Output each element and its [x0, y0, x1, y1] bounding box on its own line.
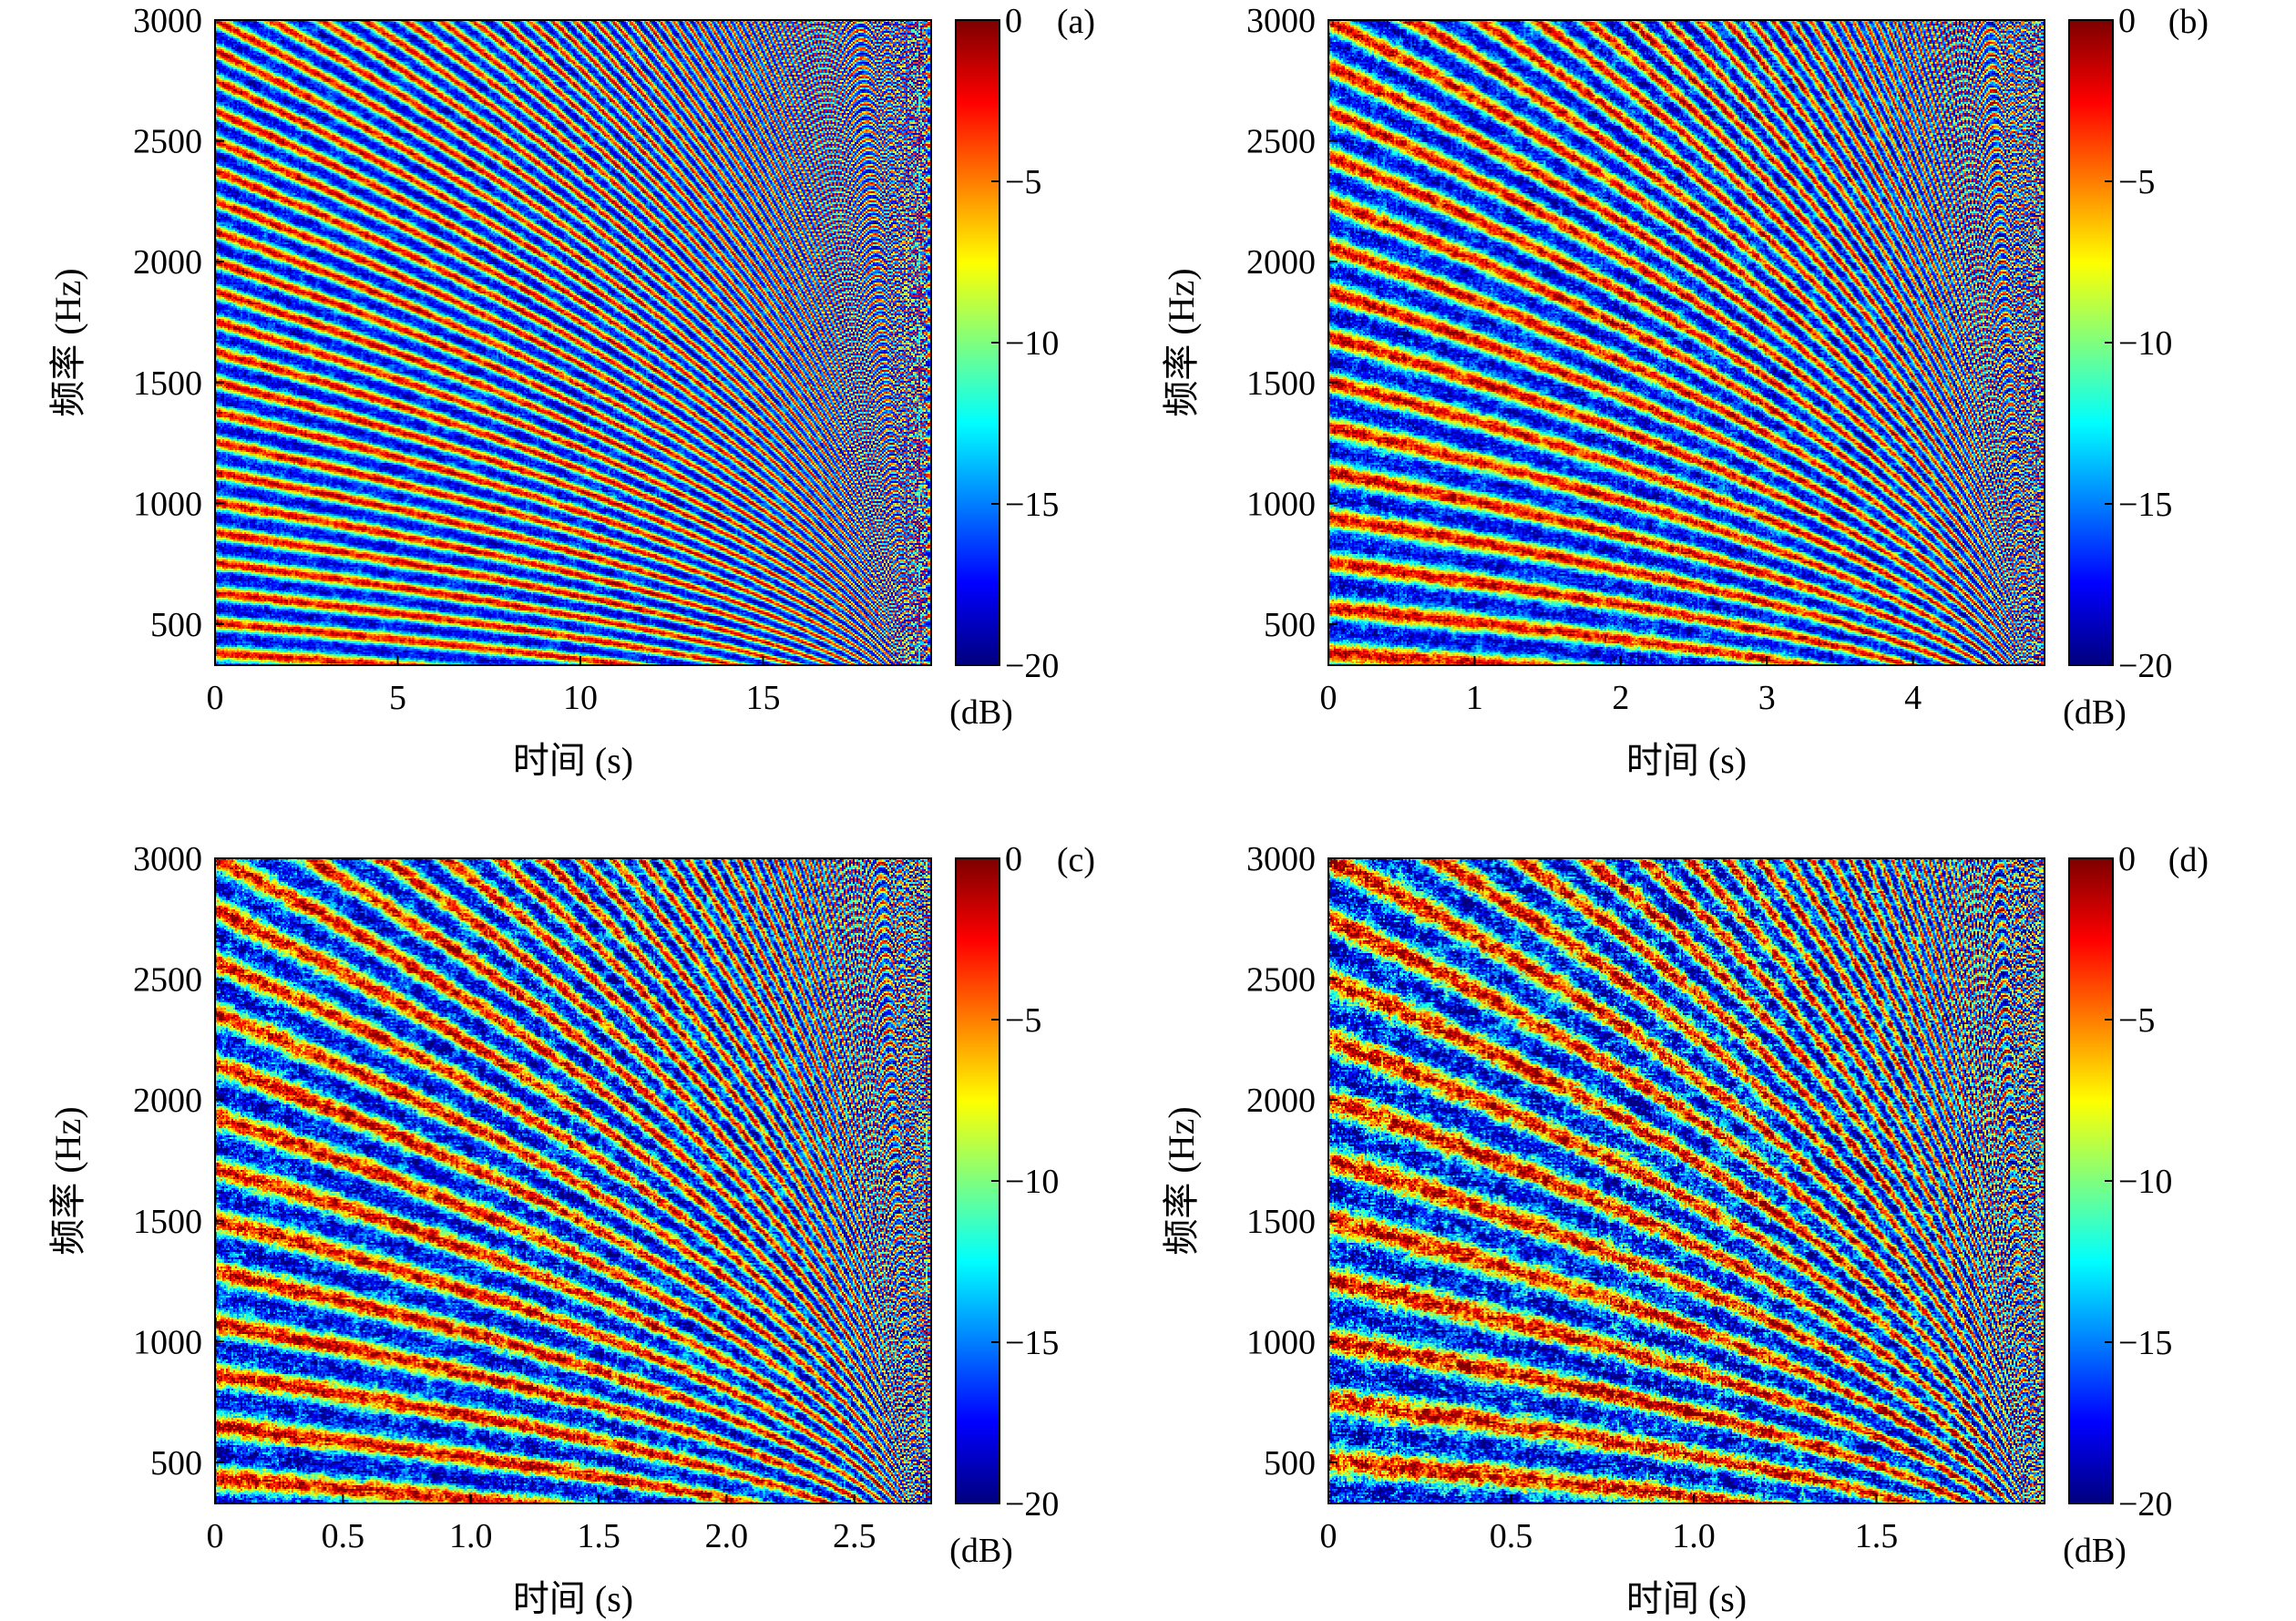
colorbar-tick-label: −20 — [2118, 1485, 2172, 1524]
spectrogram-panel: 0 0.5 1.0 1.5 500 1000 1500 2000 2500 3000 时间 (s) 频… — [1161, 840, 2209, 1619]
y-tick-label: 500 — [1264, 606, 1316, 644]
x-axis-label: 时间 (s) — [513, 740, 633, 781]
colorbar-tick-label: −5 — [1005, 163, 1041, 201]
y-tick-label: 1000 — [133, 1323, 202, 1361]
x-tick-label: 1.0 — [449, 1517, 493, 1555]
x-tick-label: 2.0 — [705, 1517, 749, 1555]
spectrogram-panel: 0 0.5 1.0 1.5 2.0 2.5 500 1000 1500 2000 2500 3000 时… — [47, 840, 1095, 1619]
colorbar-tick-label: −15 — [2118, 1324, 2172, 1362]
colorbar-unit-label: (dB) — [2063, 693, 2127, 732]
y-tick-label: 2000 — [133, 1082, 202, 1120]
panel-label: (a) — [1057, 3, 1095, 41]
x-tick-label: 0 — [207, 679, 224, 717]
colorbar-tick-label: −10 — [2118, 324, 2172, 363]
plot-frame — [1327, 19, 2045, 666]
y-tick-label: 2500 — [133, 961, 202, 1000]
y-tick-label: 1500 — [133, 364, 202, 403]
x-tick-label: 1.5 — [1855, 1517, 1899, 1555]
x-axis-label: 时间 (s) — [513, 1578, 633, 1619]
plot-frame — [214, 857, 932, 1504]
panel-label: (c) — [1057, 841, 1095, 879]
y-tick-label: 1500 — [1246, 1203, 1316, 1241]
colorbar-tick-label: −20 — [2118, 647, 2172, 685]
x-tick-label: 10 — [563, 679, 598, 717]
x-tick-label: 15 — [746, 679, 781, 717]
y-tick-label: 2000 — [133, 243, 202, 282]
colorbar-tick-label: −15 — [1005, 1324, 1059, 1362]
spectrogram-heatmap — [215, 20, 931, 665]
x-tick-label: 2 — [1612, 679, 1629, 717]
colorbar-tick-label: −5 — [2118, 1001, 2155, 1040]
y-tick-label: 2500 — [1246, 961, 1316, 1000]
y-axis-label: 频率 (Hz) — [1161, 1106, 1202, 1255]
spectrogram-heatmap — [1328, 20, 2045, 665]
plot-frame — [1327, 857, 2045, 1504]
y-axis-label: 频率 (Hz) — [1161, 268, 1202, 416]
colorbar-tick-label: −5 — [2118, 163, 2155, 201]
y-tick-label: 2500 — [133, 123, 202, 161]
x-tick-label: 1 — [1466, 679, 1483, 717]
y-tick-label: 2500 — [1246, 123, 1316, 161]
y-tick-label: 2000 — [1246, 243, 1316, 282]
colorbar-tick-label: −15 — [1005, 486, 1059, 524]
x-tick-label: 1.0 — [1672, 1517, 1716, 1555]
plot-frame — [214, 19, 932, 666]
y-tick-label: 3000 — [1246, 2, 1316, 40]
y-tick-label: 3000 — [1246, 840, 1316, 878]
colorbar-tick-label: −5 — [1005, 1001, 1041, 1040]
y-tick-label: 500 — [150, 606, 202, 644]
y-tick-label: 500 — [150, 1444, 202, 1482]
y-axis-label: 频率 (Hz) — [47, 268, 88, 416]
x-tick-label: 0 — [207, 1517, 224, 1555]
spectrogram-heatmap — [215, 858, 931, 1503]
y-tick-label: 1500 — [1246, 364, 1316, 403]
x-tick-label: 5 — [389, 679, 406, 717]
panel-label: (b) — [2168, 3, 2209, 41]
x-axis-label: 时间 (s) — [1626, 1578, 1747, 1619]
x-tick-label: 2.5 — [833, 1517, 876, 1555]
x-tick-label: 0 — [1320, 1517, 1338, 1555]
spectrogram-panel: 0 1 2 3 4 500 1000 1500 2000 2500 3000 时间 (s) 频率 (Hz… — [1161, 2, 2209, 781]
colorbar-tick-label: 0 — [2118, 2, 2136, 40]
x-tick-label: 3 — [1758, 679, 1776, 717]
y-tick-label: 1500 — [133, 1203, 202, 1241]
x-tick-label: 0.5 — [1490, 1517, 1533, 1555]
x-tick-label: 4 — [1904, 679, 1922, 717]
colorbar-unit-label: (dB) — [2063, 1532, 2127, 1570]
y-tick-label: 1000 — [1246, 1323, 1316, 1361]
y-tick-label: 500 — [1264, 1444, 1316, 1482]
y-tick-label: 3000 — [133, 840, 202, 878]
colorbar-tick-label: −20 — [1005, 647, 1059, 685]
colorbar-tick-label: −10 — [2118, 1163, 2172, 1201]
y-tick-label: 1000 — [1246, 485, 1316, 523]
spectrogram-heatmap — [1328, 858, 2045, 1503]
y-tick-label: 1000 — [133, 485, 202, 523]
colorbar-unit-label: (dB) — [949, 1532, 1013, 1570]
colorbar-tick-label: −15 — [2118, 486, 2172, 524]
colorbar-tick-label: 0 — [2118, 840, 2136, 878]
spectrogram-panel: 0 5 10 15 500 1000 1500 2000 2500 3000 时间 (s) 频率 (H… — [47, 2, 1095, 781]
x-tick-label: 1.5 — [577, 1517, 620, 1555]
panel-label: (d) — [2168, 841, 2209, 879]
y-tick-label: 2000 — [1246, 1082, 1316, 1120]
y-tick-label: 3000 — [133, 2, 202, 40]
x-tick-label: 0 — [1320, 679, 1338, 717]
colorbar-tick-label: 0 — [1005, 840, 1022, 878]
colorbar-unit-label: (dB) — [949, 693, 1013, 732]
x-axis-label: 时间 (s) — [1626, 740, 1747, 781]
x-tick-label: 0.5 — [322, 1517, 365, 1555]
colorbar-tick-label: −20 — [1005, 1485, 1059, 1524]
colorbar-tick-label: 0 — [1005, 2, 1022, 40]
colorbar-tick-label: −10 — [1005, 324, 1059, 363]
colorbar-tick-label: −10 — [1005, 1163, 1059, 1201]
y-axis-label: 频率 (Hz) — [47, 1106, 88, 1255]
